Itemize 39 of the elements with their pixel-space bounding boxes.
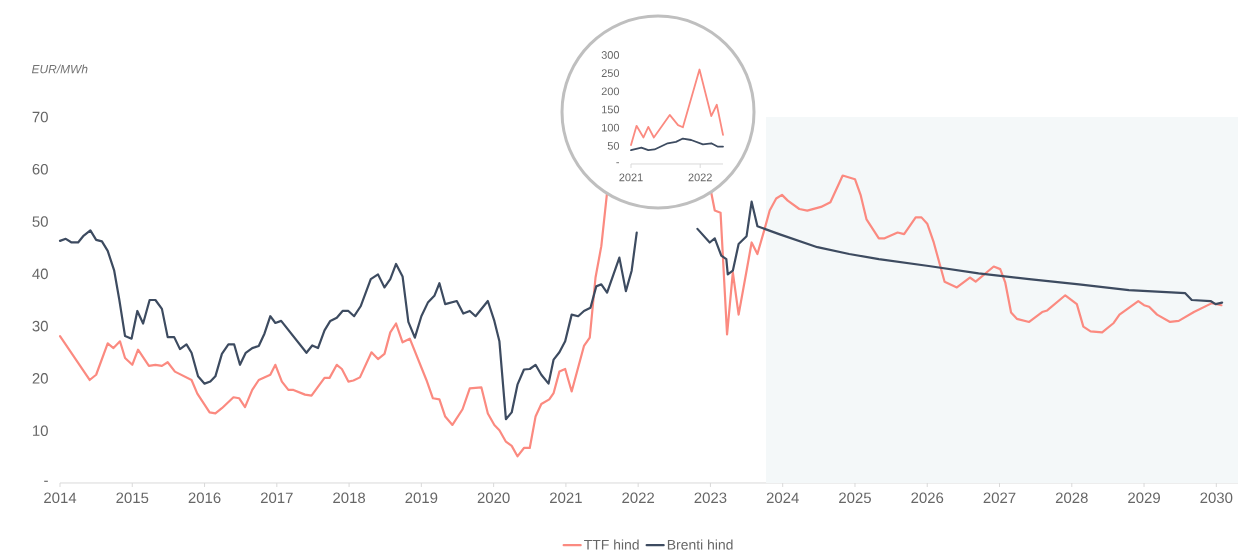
y-tick-label: 50 xyxy=(32,216,48,227)
x-tick-label: 2014 xyxy=(44,492,77,504)
y-tick-label: 60 xyxy=(32,163,48,175)
y-tick-label: 70 xyxy=(32,111,48,123)
y-tick-label: 20 xyxy=(32,373,48,384)
x-tick-label: 2027 xyxy=(983,492,1016,504)
y-tick-label: 150 xyxy=(602,105,620,114)
x-tick-label: 2021 xyxy=(619,173,643,182)
x-tick-label: 2029 xyxy=(1128,492,1160,504)
line-series xyxy=(630,137,724,152)
y-tick-label: 200 xyxy=(601,87,620,96)
x-tick-label: 2025 xyxy=(839,492,871,504)
x-tick-label: 2020 xyxy=(477,492,510,504)
x-tick-label: 2026 xyxy=(911,492,944,504)
x-tick-label: 2023 xyxy=(694,492,727,504)
y-tick-label: 100 xyxy=(602,123,620,132)
x-tick-label: 2015 xyxy=(116,492,149,504)
x-tick-label: 2018 xyxy=(333,492,366,504)
y-tick-label: 300 xyxy=(601,51,620,59)
x-tick-label: 2019 xyxy=(405,492,438,504)
y-tick-label: 10 xyxy=(33,425,48,436)
x-tick-label: 2024 xyxy=(766,492,799,504)
y-tick-label: 40 xyxy=(32,268,48,280)
x-tick-label: 2030 xyxy=(1200,492,1233,504)
y-tick-label: - xyxy=(44,480,48,482)
x-tick-label: 2017 xyxy=(260,492,293,504)
x-tick-label: 2022 xyxy=(688,173,712,182)
x-tick-label: 2028 xyxy=(1055,492,1088,504)
y-tick-label: 50 xyxy=(607,141,620,150)
legend-label: Brenti hind xyxy=(667,539,733,550)
x-tick-label: 2021 xyxy=(550,492,582,504)
legend-label: TTF hind xyxy=(584,539,639,550)
x-tick-label: 2022 xyxy=(622,492,655,504)
y-axis-title: EUR/MWh xyxy=(31,64,88,74)
x-tick-label: 2016 xyxy=(188,492,221,504)
y-tick-label: 250 xyxy=(601,69,620,78)
line-series xyxy=(630,68,724,146)
y-tick-label: 30 xyxy=(32,320,48,332)
y-tick-label: - xyxy=(616,162,619,164)
